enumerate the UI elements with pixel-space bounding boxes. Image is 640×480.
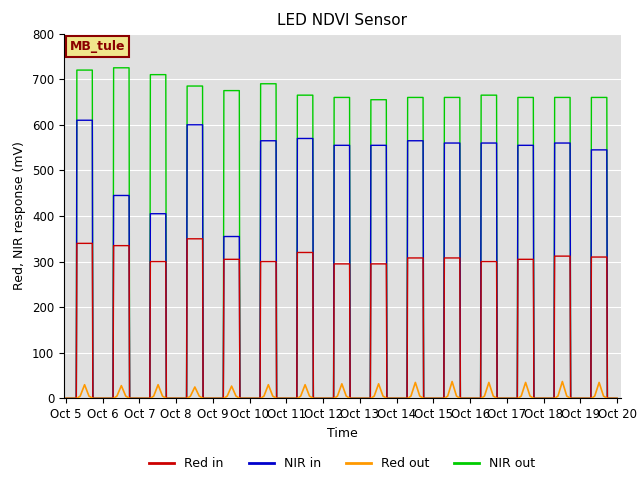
Text: MB_tule: MB_tule — [70, 40, 125, 53]
X-axis label: Time: Time — [327, 427, 358, 440]
Legend: Red in, NIR in, Red out, NIR out: Red in, NIR in, Red out, NIR out — [145, 452, 540, 475]
Title: LED NDVI Sensor: LED NDVI Sensor — [277, 13, 408, 28]
Y-axis label: Red, NIR response (mV): Red, NIR response (mV) — [13, 142, 26, 290]
